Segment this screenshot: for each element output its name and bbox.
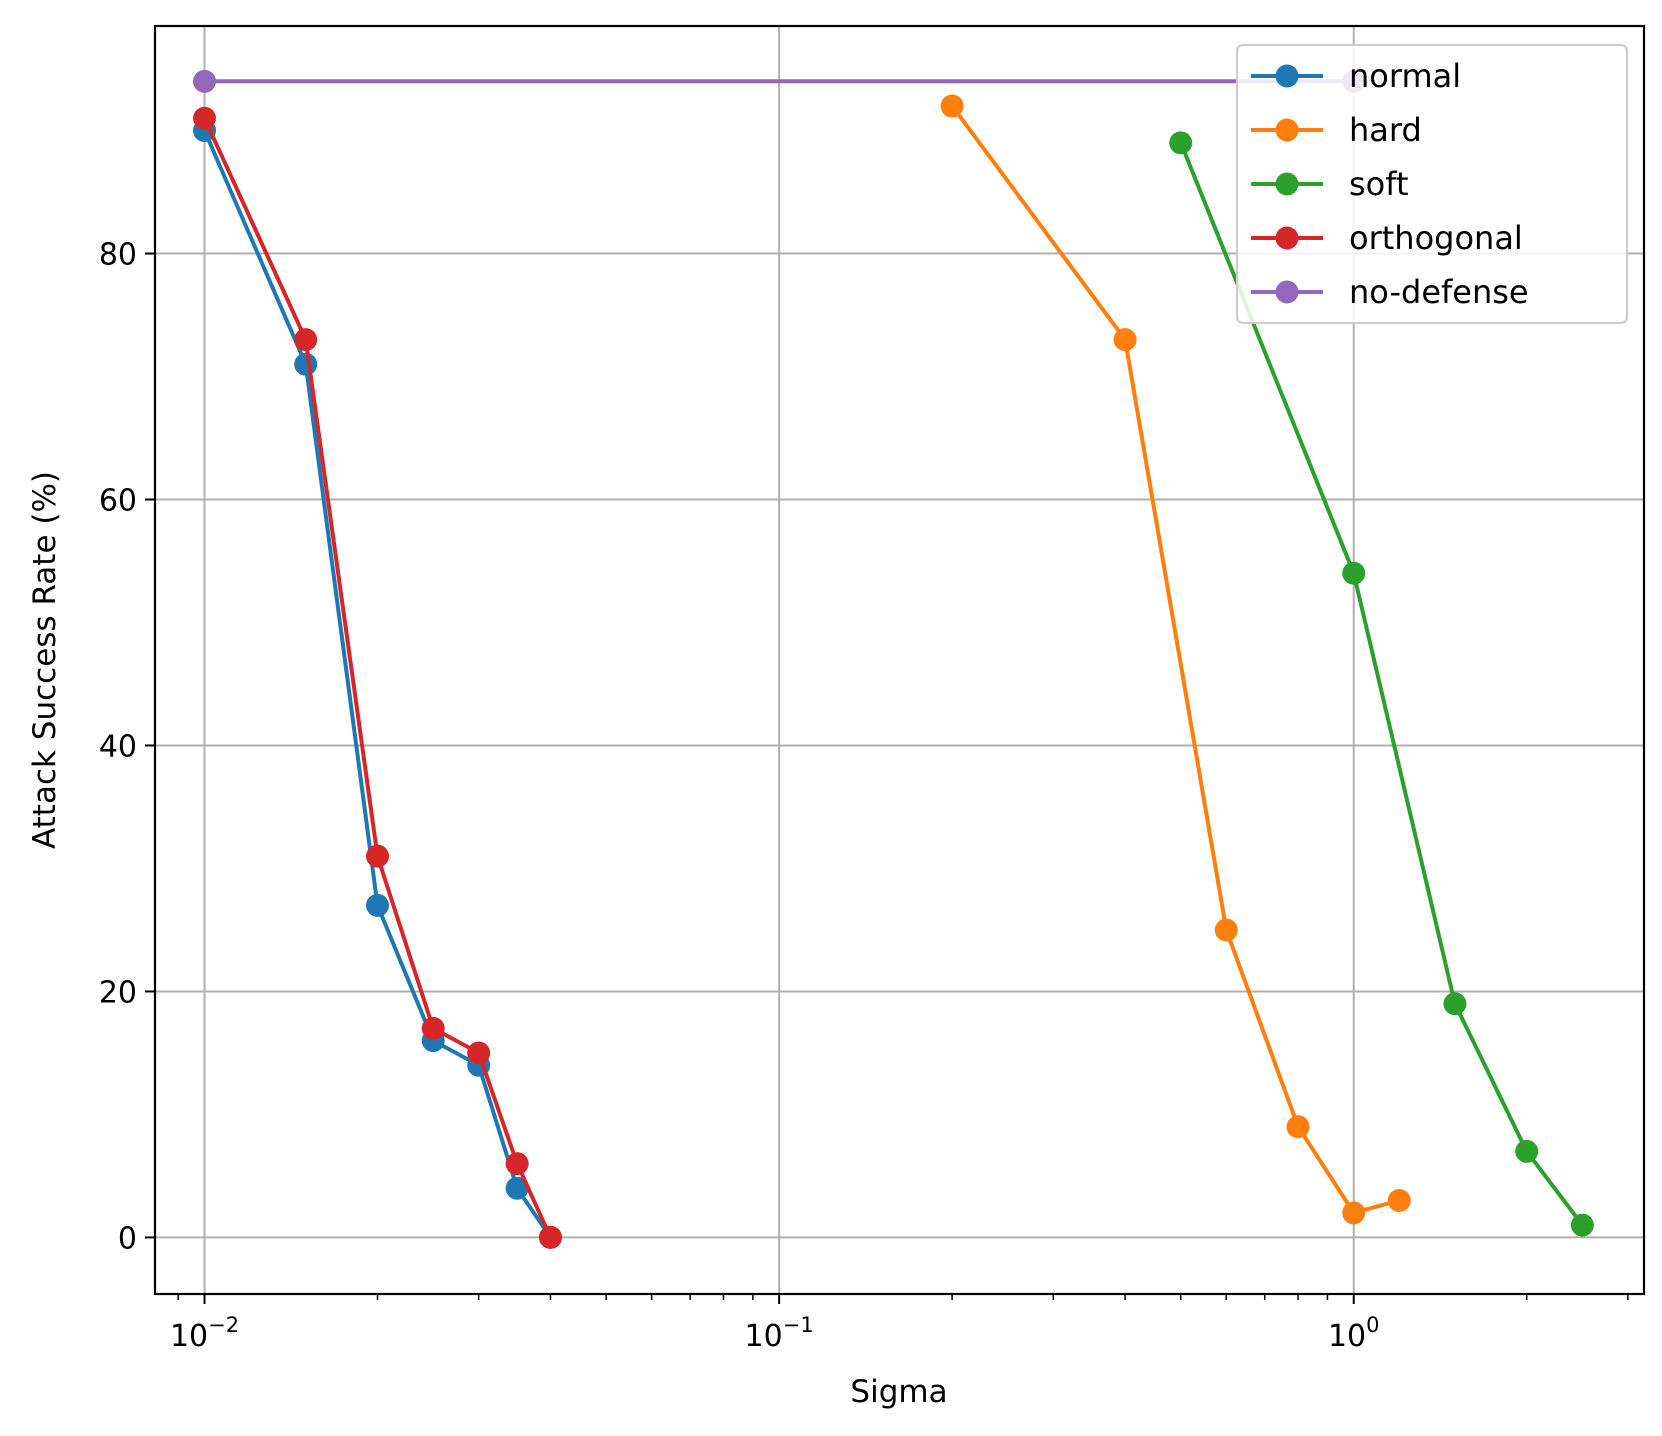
plot-area [193,69,1594,1249]
data-point-hard [1286,1115,1310,1139]
data-point-soft [1342,561,1366,585]
x-axis-label: Sigma [850,1374,947,1410]
legend-label: hard [1349,111,1422,149]
data-point-normal [294,352,318,376]
legend-item-orthogonal: orthogonal [1251,219,1523,257]
legend-item-hard: hard [1251,111,1422,149]
y-tick-label: 20 [99,975,137,1010]
data-point-orthogonal [505,1152,529,1176]
data-point-soft [1169,131,1193,155]
legend: normal hard soft orthogonal no-defense [1236,44,1628,324]
data-point-normal [365,893,389,917]
data-point-soft [1443,992,1467,1016]
data-point-hard [1342,1201,1366,1225]
y-axis-label: Attack Success Rate (%) [27,471,63,849]
x-tick-label: 100 [1328,1313,1380,1354]
data-point-normal [505,1176,529,1200]
legend-label: normal [1349,57,1461,95]
legend-item-normal: normal [1251,57,1461,95]
data-point-orthogonal [193,106,217,130]
x-tick-label: 10−1 [745,1313,814,1354]
legend-label: soft [1349,165,1409,203]
series-soft [1169,131,1594,1237]
data-point-hard [940,94,964,118]
y-tick-label: 60 [99,484,137,519]
y-tick-label: 80 [99,238,137,273]
legend-item-no-defense: no-defense [1251,273,1529,311]
legend-label: orthogonal [1349,219,1523,257]
axes-frame [153,24,1646,1296]
x-tick-label: 10−2 [170,1313,239,1354]
series-normal [193,119,562,1249]
series-orthogonal [193,106,562,1249]
legend-swatch-marker [1275,280,1299,304]
axis-ticks: 0 20 40 60 80 10−2 10−1 100 [99,238,1629,1354]
data-point-orthogonal [538,1225,562,1249]
data-point-orthogonal [294,328,318,352]
legend-item-soft: soft [1251,165,1409,203]
data-point-soft [1515,1139,1539,1163]
data-point-no-defense [193,69,217,93]
data-point-soft [1570,1213,1594,1237]
data-point-orthogonal [421,1016,445,1040]
series-hard [940,94,1411,1225]
data-point-hard [1387,1189,1411,1213]
legend-swatch-marker [1275,226,1299,250]
legend-swatch-marker [1275,118,1299,142]
data-point-hard [1214,918,1238,942]
y-tick-label: 0 [118,1221,137,1256]
series-line-normal [202,129,553,1239]
data-point-hard [1113,328,1137,352]
legend-swatch-marker [1275,64,1299,88]
grid [155,26,1644,1294]
y-tick-label: 40 [99,729,137,764]
data-point-orthogonal [467,1041,491,1065]
legend-label: no-defense [1349,273,1529,311]
series-line-orthogonal [202,117,553,1239]
legend-swatch-marker [1275,172,1299,196]
legend-box [1236,44,1628,324]
data-point-orthogonal [365,844,389,868]
